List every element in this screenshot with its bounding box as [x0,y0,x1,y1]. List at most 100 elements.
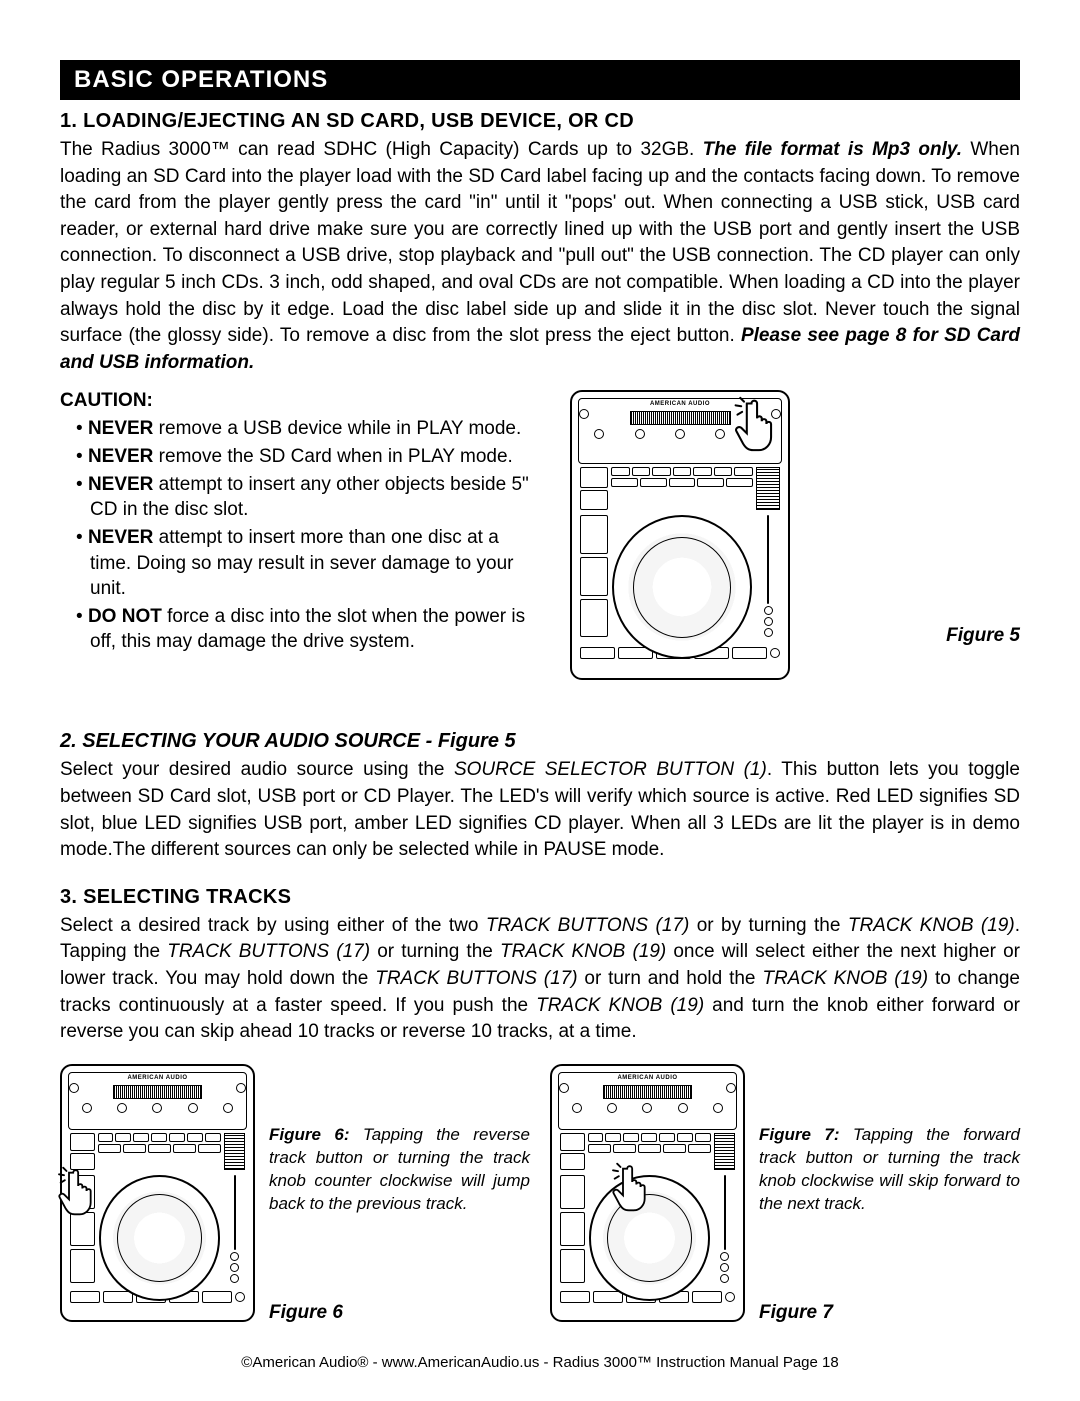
button-icon [560,1153,585,1171]
caution-item-2: NEVER remove the SD Card when in PLAY mo… [76,444,540,470]
lcd-icon [630,411,731,425]
button-icon [580,557,608,596]
knob-icon [230,1263,239,1272]
c4-text: attempt to insert more than one disc at … [90,527,513,599]
knob-icon [117,1103,127,1113]
never-4: NEVER [88,527,153,548]
s2-b: SOURCE SELECTOR BUTTON (1) [454,759,767,780]
button-icon [151,1133,167,1142]
cue-button-icon [560,1291,590,1303]
section2-body: Select your desired audio source using t… [60,757,1020,863]
button-icon [580,467,608,488]
device-button-panel [578,464,782,513]
s3-d: or turning the [370,941,500,962]
knob-icon [642,1103,652,1113]
knob-icon [235,1292,245,1302]
button-icon [202,1291,232,1303]
knob-icon [725,1292,735,1302]
button-icon [173,1144,196,1153]
c1-text: remove a USB device while in PLAY mode. [153,418,521,439]
button-icon [673,467,692,476]
s3-f: or turn and hold the [578,968,763,989]
button-icon [611,467,630,476]
figure-5-label: Figure 5 [946,625,1020,647]
button-icon [560,1133,585,1151]
s3-tk1: TRACK KNOB (19) [848,915,1015,936]
page-footer: ©American Audio® - www.AmericanAudio.us … [60,1354,1020,1371]
knob-icon [82,1103,92,1113]
button-icon [560,1249,585,1283]
button-icon [205,1133,221,1142]
button-icon [133,1133,149,1142]
s3-tb3: TRACK BUTTONS (17) [375,968,577,989]
knob-icon [607,1103,617,1113]
button-icon [588,1133,604,1142]
tap-hand-icon [612,1162,654,1219]
knob-icon [236,1083,246,1093]
figure-7-caption: Figure 7: Tapping the forward track butt… [759,1124,1020,1216]
button-icon [638,1144,661,1153]
section2-heading: 2. SELECTING YOUR AUDIO SOURCE - Figure … [60,730,1020,753]
button-icon [652,467,671,476]
figure-7-label: Figure 7 [759,1302,1020,1324]
pitch-slider-icon [756,467,780,510]
lcd-icon [113,1085,202,1099]
caution-item-5: DO NOT force a disc into the slot when t… [76,604,540,655]
button-icon [580,599,608,638]
pitch-slider-icon [714,1133,735,1171]
device-figure-6: AMERICAN AUDIO [60,1064,255,1322]
button-icon [613,1144,636,1153]
button-icon [560,1175,585,1209]
knob-icon [635,429,645,439]
knob-icon [720,1252,729,1261]
button-icon [98,1144,121,1153]
s3-tk3: TRACK KNOB (19) [762,968,928,989]
s3-tb1: TRACK BUTTONS (17) [486,915,689,936]
section3-heading: 3. SELECTING TRACKS [60,886,1020,909]
button-icon [580,515,608,554]
knob-icon [572,1103,582,1113]
cue-button-icon [580,647,615,659]
knob-icon [713,1103,723,1113]
s3-a: Select a desired track by using either o… [60,915,486,936]
caution-item-1: NEVER remove a USB device while in PLAY … [76,416,540,442]
donot-1: DO NOT [88,606,162,627]
caution-item-3: NEVER attempt to insert any other object… [76,472,540,523]
button-icon [560,1212,585,1246]
button-icon [623,1133,639,1142]
section3-body: Select a desired track by using either o… [60,913,1020,1046]
knob-icon [720,1274,729,1283]
jog-wheel-icon [99,1175,221,1301]
s1-text-a: The Radius 3000™ can read SDHC (High Cap… [60,139,703,160]
s1-text-b: The file format is Mp3 only. [703,139,962,160]
button-icon [659,1133,675,1142]
lcd-icon [603,1085,692,1099]
knob-icon [188,1103,198,1113]
button-icon [98,1133,114,1142]
button-icon [677,1133,693,1142]
tap-hand-icon [58,1166,100,1223]
button-icon [692,1291,722,1303]
button-icon [640,478,667,487]
button-icon [693,467,712,476]
button-icon [234,1175,236,1249]
device-jog-area [578,513,782,639]
knob-icon [559,1083,569,1093]
knob-icon [69,1083,79,1093]
fig6-lead: Figure 6: [269,1125,350,1144]
s1-text-c: When loading an SD Card into the player … [60,139,1020,346]
knob-icon [764,617,773,626]
button-icon [123,1144,146,1153]
knob-icon [770,648,780,658]
button-icon [115,1133,131,1142]
knob-icon [230,1252,239,1261]
cue-button-icon [70,1291,100,1303]
knob-icon [152,1103,162,1113]
button-icon [611,478,638,487]
button-icon [669,478,696,487]
button-icon [724,1175,726,1249]
button-icon [632,467,651,476]
button-icon [697,478,724,487]
knob-icon [764,628,773,637]
title-bar: BASIC OPERATIONS [60,60,1020,100]
